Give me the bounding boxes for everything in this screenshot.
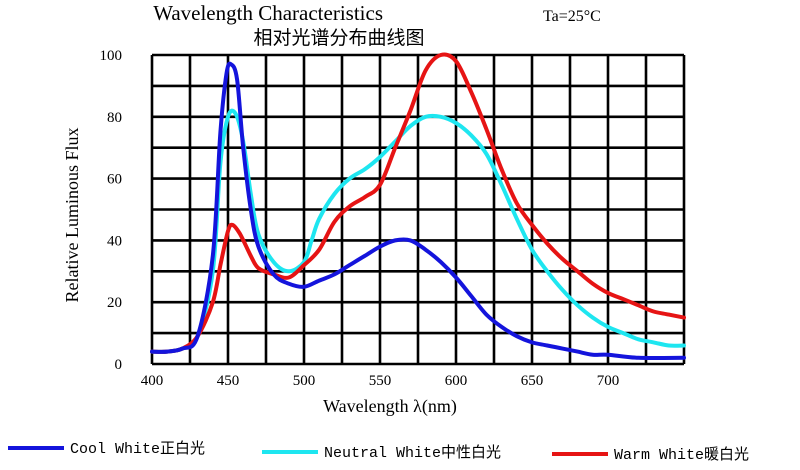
legend-label-neutral: Neutral White中性白光 <box>324 444 501 462</box>
x-tick-label: 550 <box>369 373 392 389</box>
plot-grid <box>150 53 686 366</box>
y-tick-label: 100 <box>100 48 123 64</box>
y-axis-ticks: 0 20 40 60 80 100 <box>100 48 123 373</box>
series-lines <box>150 52 686 361</box>
x-tick-label: 450 <box>217 373 240 389</box>
series-line-cool-white <box>150 61 686 361</box>
legend-label-cool: Cool White正白光 <box>70 440 205 458</box>
y-axis-label: Relative Luminous Flux <box>62 128 82 303</box>
series-line-warm-white <box>150 52 686 354</box>
y-tick-label: 60 <box>107 172 122 188</box>
chart-title: Wavelength Characteristics <box>153 1 383 25</box>
x-tick-label: 600 <box>445 373 468 389</box>
y-tick-label: 40 <box>107 233 122 249</box>
x-axis-ticks: 400 450 500 550 600 650 700 <box>141 373 620 389</box>
x-tick-label: 400 <box>141 373 164 389</box>
x-tick-label: 500 <box>293 373 316 389</box>
x-axis-label: Wavelength λ(nm) <box>323 396 457 417</box>
y-tick-label: 80 <box>107 110 122 126</box>
legend: Cool White正白光 Neutral White中性白光 Warm White… <box>8 440 749 464</box>
series-line-neutral-white <box>150 108 686 354</box>
x-tick-label: 650 <box>521 373 544 389</box>
y-tick-label: 0 <box>115 357 123 373</box>
legend-label-warm: Warm White暖白光 <box>614 446 749 464</box>
chart-subtitle: 相对光谱分布曲线图 <box>253 27 424 49</box>
y-tick-label: 20 <box>107 295 122 311</box>
x-tick-label: 700 <box>597 373 620 389</box>
chart-title-condition: Ta=25°C <box>543 8 601 25</box>
